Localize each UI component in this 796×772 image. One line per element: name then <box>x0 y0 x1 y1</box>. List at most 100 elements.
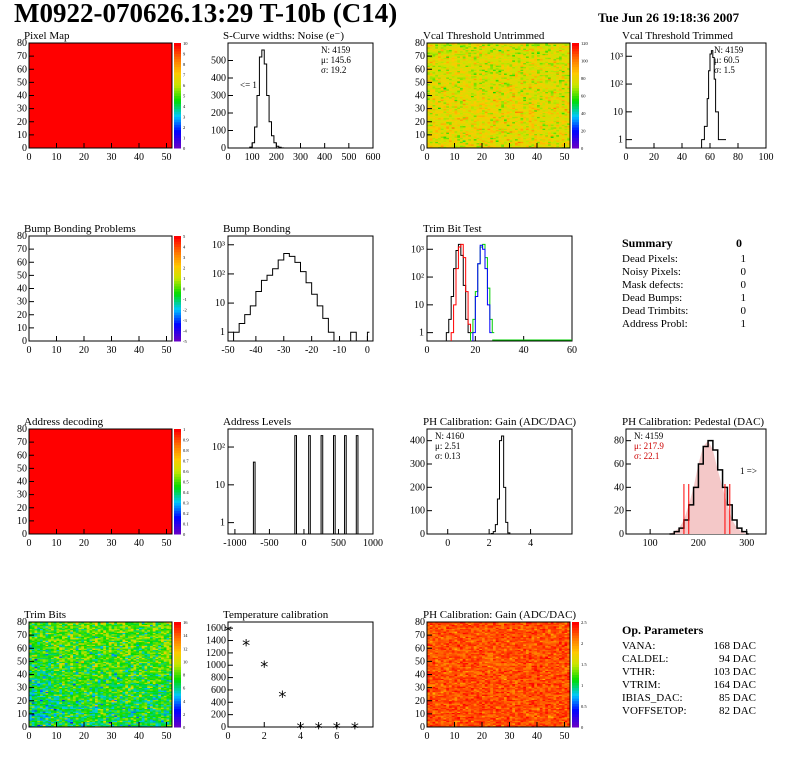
ph-pedestal-xtick-label: 300 <box>739 538 754 549</box>
vcal_untrimmed-cell <box>438 79 442 82</box>
vcal_untrimmed-cell <box>460 130 464 133</box>
pixel_map-palette-cell <box>174 119 181 123</box>
vcal_untrimmed-cell <box>427 136 431 138</box>
vcal_untrimmed-cell <box>435 138 439 141</box>
vcal-trimmed-xtick-label: 80 <box>733 152 743 163</box>
bump_problems-ytick-label: 30 <box>17 297 27 308</box>
vcal_untrimmed-cell <box>460 133 464 136</box>
vcal_untrimmed-cell <box>449 49 453 52</box>
vcal_untrimmed-cell <box>462 141 466 144</box>
vcal_untrimmed-cell <box>432 124 436 127</box>
vcal_untrimmed-cell <box>440 74 444 77</box>
vcal_untrimmed-cell <box>435 99 439 102</box>
vcal_untrimmed-cell <box>449 87 453 90</box>
vcal_untrimmed-cell <box>457 144 461 146</box>
vcal_untrimmed-cell <box>449 106 453 108</box>
vcal_untrimmed-cell <box>457 112 461 115</box>
vcal_untrimmed-cell <box>432 48 436 50</box>
vcal_untrimmed-cell <box>457 113 461 116</box>
vcal_untrimmed-cell <box>438 142 442 145</box>
vcal_untrimmed-cell <box>443 116 447 119</box>
vcal_untrimmed-cell <box>449 134 453 137</box>
vcal_untrimmed-cell <box>429 83 433 86</box>
vcal_untrimmed-cell <box>440 133 444 136</box>
vcal_untrimmed-cell <box>457 71 461 74</box>
vcal_untrimmed-cell <box>443 86 447 89</box>
vcal_untrimmed-cell <box>457 85 461 87</box>
vcal_untrimmed-cell <box>446 133 450 136</box>
vcal_untrimmed-cell <box>462 102 466 104</box>
vcal_untrimmed-cell <box>454 81 458 83</box>
vcal_untrimmed-cell <box>449 65 453 68</box>
vcal_untrimmed-cell <box>440 50 444 53</box>
vcal_untrimmed-cell <box>446 137 450 140</box>
vcal_untrimmed-cell <box>429 65 433 68</box>
vcal_untrimmed-cell <box>446 142 450 145</box>
vcal_untrimmed-cell <box>460 106 464 108</box>
vcal_untrimmed-cell <box>446 82 450 85</box>
vcal_untrimmed-cell <box>451 77 455 79</box>
vcal_untrimmed-cell <box>460 115 464 117</box>
trim-bit-test-xtick-label: 60 <box>567 345 577 356</box>
vcal_untrimmed-cell <box>440 111 444 113</box>
vcal_untrimmed-cell <box>451 78 455 81</box>
vcal_untrimmed-cell <box>435 129 439 132</box>
pixel_map-xtick-label: 10 <box>52 152 62 163</box>
vcal_untrimmed-cell <box>460 81 464 83</box>
address_decoding-xtick-label: 0 <box>27 538 32 549</box>
vcal_untrimmed-cell <box>432 87 436 90</box>
vcal_untrimmed-cell <box>449 75 453 78</box>
vcal_untrimmed-cell <box>435 92 439 95</box>
vcal_untrimmed-cell <box>460 67 464 70</box>
vcal_untrimmed-cell <box>427 130 431 133</box>
summary-label: Dead Bumps: <box>622 292 683 304</box>
pixel_map-palette-cell <box>174 100 181 104</box>
vcal_untrimmed-cell <box>454 121 458 124</box>
vcal_untrimmed-cell <box>427 74 431 77</box>
ph-pedestal-title: PH Calibration: Pedestal (DAC) <box>622 416 765 428</box>
summary-title: Summary <box>622 236 673 250</box>
vcal_untrimmed-cell <box>462 134 466 137</box>
vcal_untrimmed-cell <box>438 49 442 52</box>
vcal_untrimmed-cell <box>440 90 444 92</box>
vcal_untrimmed-cell <box>427 78 431 81</box>
vcal_untrimmed-cell <box>454 82 458 85</box>
vcal_untrimmed-cell <box>443 45 447 48</box>
vcal_untrimmed-cell <box>429 58 433 61</box>
vcal_untrimmed-cell <box>462 124 466 127</box>
vcal_untrimmed-cell <box>440 120 444 123</box>
vcal_untrimmed-cell <box>443 119 447 121</box>
vcal_untrimmed-ytick-label: 40 <box>415 91 425 102</box>
vcal_untrimmed-cell <box>462 128 466 131</box>
vcal_untrimmed-cell <box>443 53 447 56</box>
vcal_untrimmed-cell <box>460 119 464 121</box>
vcal_untrimmed-cell <box>460 125 464 128</box>
vcal_untrimmed-cell <box>460 75 464 78</box>
vcal_untrimmed-cell <box>454 141 458 144</box>
vcal_untrimmed-cell <box>427 46 431 49</box>
vcal_untrimmed-cell <box>435 96 439 99</box>
vcal_untrimmed-cell <box>427 127 431 129</box>
vcal_untrimmed-cell <box>440 65 444 68</box>
bump_problems-palette-label: 4 <box>183 245 186 250</box>
vcal_untrimmed-cell <box>454 60 458 62</box>
vcal_untrimmed-cell <box>451 112 455 115</box>
vcal_untrimmed-cell <box>460 127 464 129</box>
vcal_untrimmed-cell <box>457 56 461 58</box>
vcal_untrimmed-cell <box>446 128 450 131</box>
pixel_map-ytick-label: 30 <box>17 104 27 115</box>
pixel_map-xtick-label: 0 <box>27 152 32 163</box>
vcal_untrimmed-cell <box>440 44 444 47</box>
vcal_untrimmed-cell <box>435 78 439 81</box>
vcal_untrimmed-cell <box>457 77 461 79</box>
vcal_untrimmed-cell <box>460 112 464 115</box>
vcal_untrimmed-cell <box>443 104 447 107</box>
vcal_untrimmed-cell <box>443 88 447 91</box>
vcal_untrimmed-cell <box>460 128 464 131</box>
vcal_untrimmed-cell <box>446 45 450 48</box>
vcal_untrimmed-cell <box>438 44 442 47</box>
vcal_untrimmed-cell <box>429 138 433 141</box>
vcal_untrimmed-cell <box>457 67 461 70</box>
bump_problems-xtick-label: 10 <box>52 345 62 356</box>
vcal_untrimmed-cell <box>446 58 450 61</box>
